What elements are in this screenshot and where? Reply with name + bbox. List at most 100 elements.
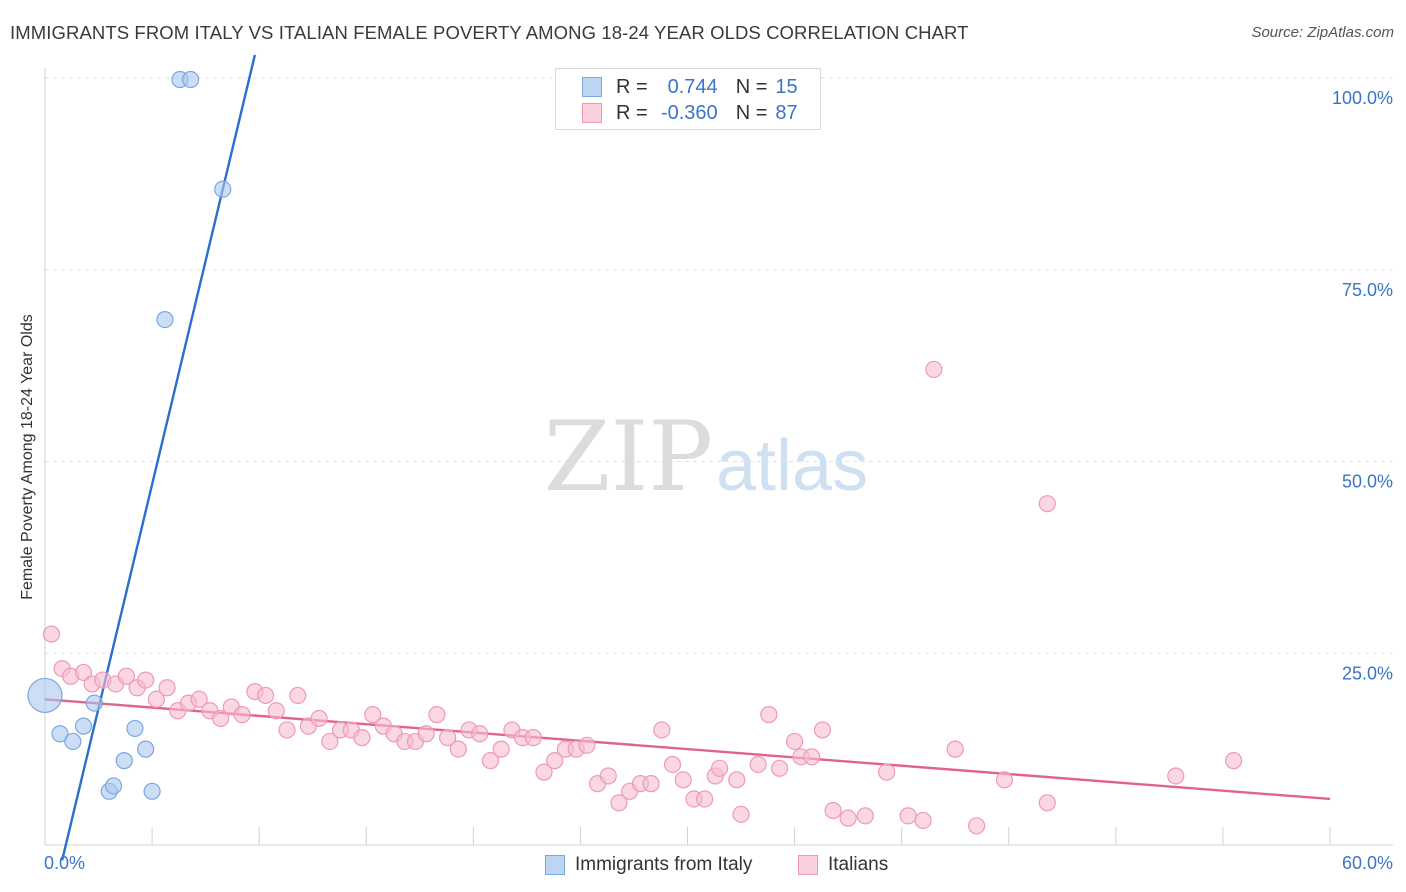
italians-point bbox=[914, 811, 932, 830]
italians-point bbox=[289, 686, 307, 705]
immigrants-point bbox=[104, 777, 123, 795]
italians-point bbox=[642, 775, 660, 793]
immigrants-point bbox=[143, 782, 161, 800]
immigrants-point bbox=[214, 180, 232, 198]
italians-point bbox=[760, 706, 778, 724]
italians-point bbox=[256, 686, 275, 705]
italians-point bbox=[946, 740, 964, 758]
legend-item-italians[interactable]: Italians bbox=[798, 852, 888, 878]
italians-point bbox=[74, 663, 93, 682]
immigrants-point bbox=[74, 717, 93, 735]
italians-point bbox=[674, 771, 692, 789]
immigrants-point bbox=[85, 694, 103, 712]
italians-point bbox=[663, 755, 682, 774]
italians-point bbox=[711, 759, 729, 777]
italians-point bbox=[535, 763, 553, 781]
italians-point bbox=[610, 794, 628, 812]
italians-point bbox=[925, 360, 943, 379]
immigrants-point bbox=[51, 725, 69, 743]
y-axis-title: Female Poverty Among 18-24 Year Olds bbox=[19, 314, 36, 600]
italians-point bbox=[899, 807, 917, 825]
italians-point bbox=[1038, 495, 1056, 513]
pink-swatch bbox=[798, 855, 818, 875]
italians-point bbox=[599, 767, 617, 785]
r-label: R = bbox=[616, 101, 648, 124]
grid-lines bbox=[45, 77, 1393, 654]
italians-point bbox=[1167, 767, 1185, 785]
r-value: -0.360 bbox=[660, 101, 718, 124]
x-tick-label: 60.0% bbox=[1342, 853, 1393, 873]
blue-swatch bbox=[582, 77, 602, 97]
italians-point bbox=[417, 725, 435, 743]
italians-point bbox=[1225, 752, 1243, 770]
r-value: 0.744 bbox=[667, 75, 718, 98]
italians-point bbox=[471, 725, 489, 743]
n-value: 15 bbox=[775, 75, 798, 98]
blue-swatch bbox=[545, 855, 565, 875]
italians-point bbox=[428, 706, 446, 724]
italians-point bbox=[824, 801, 842, 820]
immigrants-point bbox=[27, 677, 63, 714]
n-label: N = bbox=[735, 101, 768, 124]
italians-point bbox=[728, 771, 746, 789]
source-label: Source: ZipAtlas.com bbox=[1251, 24, 1394, 41]
italians-point bbox=[364, 706, 382, 724]
italians-point bbox=[481, 752, 500, 770]
immigrants-point bbox=[182, 70, 200, 89]
legend-label-immigrants: Immigrants from Italy bbox=[575, 854, 753, 875]
italians-point bbox=[492, 740, 510, 758]
italians-point bbox=[158, 679, 176, 697]
italians-trend-line bbox=[44, 698, 1331, 801]
italians-point bbox=[524, 729, 542, 747]
immigrants-trend-line bbox=[60, 54, 257, 861]
immigrants-point bbox=[137, 740, 155, 758]
italians-point bbox=[770, 759, 789, 777]
tick-labels: 25.0% 50.0% 75.0% 100.0% 0.0% 60.0% bbox=[44, 88, 1393, 873]
legend-label-italians: Italians bbox=[828, 854, 889, 875]
italians-point bbox=[749, 755, 767, 774]
italians-point bbox=[137, 671, 155, 689]
y-tick-label: 100.0% bbox=[1332, 88, 1393, 108]
y-tick-label: 50.0% bbox=[1342, 472, 1393, 492]
data-points bbox=[27, 70, 1243, 835]
italians-point bbox=[321, 732, 339, 751]
legend-item-immigrants[interactable]: Immigrants from Italy bbox=[545, 852, 752, 878]
italians-point bbox=[117, 667, 135, 685]
italians-point bbox=[696, 790, 714, 808]
italians-point bbox=[578, 736, 596, 754]
italians-point bbox=[839, 809, 857, 827]
italians-point bbox=[995, 771, 1014, 789]
immigrants-point bbox=[126, 719, 144, 738]
watermark-atlas: atlas bbox=[716, 426, 868, 506]
italians-point bbox=[353, 729, 371, 747]
stats-legend: R = 0.744 N = 15 R = -0.360 N = 87 bbox=[555, 68, 821, 130]
italians-point bbox=[546, 752, 564, 770]
immigrants-point bbox=[156, 311, 174, 329]
chart-title: IMMIGRANTS FROM ITALY VS ITALIAN FEMALE … bbox=[10, 22, 969, 43]
italians-point bbox=[803, 748, 821, 766]
italians-point bbox=[785, 732, 804, 751]
italians-point bbox=[813, 721, 832, 739]
stats-legend-row-italians: R = -0.360 N = 87 bbox=[582, 101, 798, 125]
y-tick-label: 75.0% bbox=[1342, 280, 1393, 300]
italians-point bbox=[856, 807, 874, 825]
italians-point bbox=[278, 721, 296, 739]
italians-point bbox=[233, 706, 251, 724]
italians-point bbox=[653, 721, 671, 739]
watermark-zip: ZIP bbox=[544, 401, 713, 513]
italians-point bbox=[267, 702, 285, 720]
axes bbox=[44, 68, 1393, 846]
italians-point bbox=[439, 729, 457, 747]
italians-point bbox=[190, 690, 208, 708]
italians-point bbox=[449, 740, 467, 758]
italians-point bbox=[42, 625, 61, 643]
italians-point bbox=[1038, 794, 1056, 812]
italians-point bbox=[310, 709, 328, 728]
italians-point bbox=[212, 709, 230, 728]
stats-legend-row-immigrants: R = 0.744 N = 15 bbox=[582, 75, 798, 99]
y-tick-label: 25.0% bbox=[1342, 663, 1393, 683]
x-tick-label: 0.0% bbox=[44, 853, 85, 873]
italians-point bbox=[732, 805, 750, 823]
italians-point bbox=[147, 690, 165, 708]
